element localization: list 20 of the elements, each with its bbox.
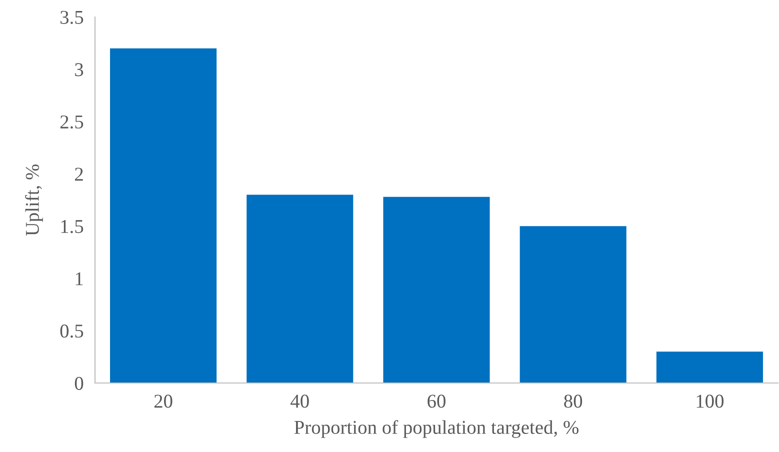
bar (520, 226, 626, 383)
bar (246, 194, 354, 383)
x-axis-title: Proportion of population targeted, % (294, 420, 578, 438)
y-tick-label: 0.5 (60, 324, 84, 338)
y-tick-label: 1 (76, 272, 83, 286)
y-axis-title: Uplift, % (25, 164, 43, 236)
bar (383, 196, 490, 383)
x-tick-label: 60 (428, 394, 446, 408)
y-tick-label: 3 (75, 63, 84, 76)
x-tick-label: 40 (290, 394, 309, 408)
bar (110, 48, 217, 383)
bar (656, 352, 763, 383)
y-tick-label: 1.5 (61, 220, 84, 234)
y-tick-label: 3.5 (60, 10, 84, 24)
y-tick-label: 2 (75, 168, 83, 181)
y-tick-label: 2.5 (60, 115, 84, 129)
y-tick-label: 0 (74, 376, 84, 390)
x-tick-label: 80 (564, 394, 582, 408)
x-tick-label: 20 (154, 394, 172, 408)
x-tick-label: 100 (696, 394, 724, 408)
